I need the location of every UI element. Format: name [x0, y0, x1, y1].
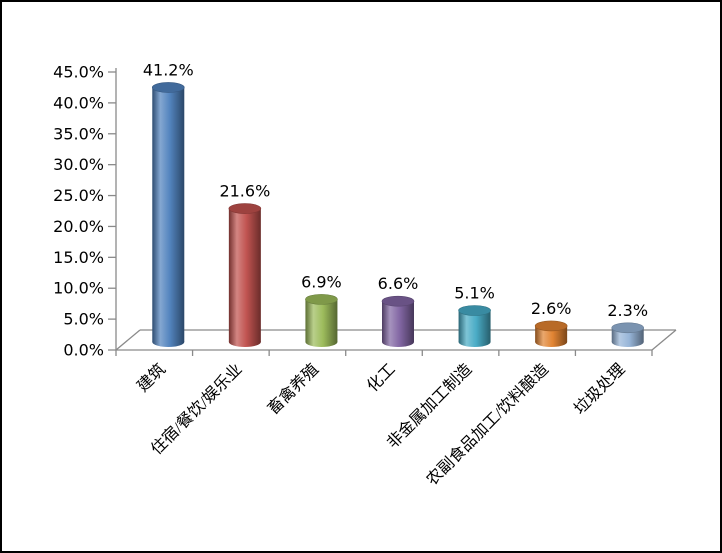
y-tick-label: 35.0% — [53, 124, 104, 143]
y-tick-label: 20.0% — [53, 217, 104, 236]
cylinder-top — [381, 295, 415, 307]
y-tick-label: 5.0% — [63, 310, 104, 329]
cylinder-bar — [152, 87, 185, 342]
floor-left-edge — [115, 329, 141, 351]
bar-data-label: 5.1% — [454, 283, 495, 302]
floor-right-edge — [651, 329, 677, 351]
category-label: 畜禽养殖 — [264, 360, 322, 418]
cylinder-bar — [382, 301, 414, 342]
cylinder-top — [611, 322, 645, 334]
y-tick-label: 15.0% — [53, 248, 104, 267]
cylinder-top — [228, 203, 262, 214]
y-tick-label: 30.0% — [53, 155, 104, 174]
cylinder-bar — [305, 299, 338, 342]
bar-data-label: 6.9% — [301, 272, 342, 291]
y-tick-label: 10.0% — [53, 279, 104, 298]
category-label: 建筑 — [134, 360, 169, 395]
y-tick-label: 40.0% — [53, 93, 104, 112]
bar-data-label: 6.6% — [378, 274, 419, 293]
bar-data-label: 2.3% — [607, 301, 648, 320]
bar-data-label: 2.6% — [531, 299, 572, 318]
y-tick-label: 0.0% — [63, 341, 104, 360]
cylinder-top — [534, 320, 568, 332]
category-label: 垃圾处理 — [571, 360, 629, 418]
y-tick-label: 45.0% — [53, 63, 104, 82]
bar-data-label: 41.2% — [143, 60, 194, 79]
category-label: 农副食品加工/饮料酿造 — [423, 360, 552, 489]
bar-data-label: 21.6% — [219, 182, 270, 201]
cylinder-bar — [228, 208, 261, 342]
y-tick-label: 25.0% — [53, 186, 104, 205]
cylinder-top — [305, 294, 338, 305]
category-label: 化工 — [363, 360, 398, 395]
cylinder-top — [151, 82, 185, 93]
cylinder-top — [458, 305, 491, 316]
